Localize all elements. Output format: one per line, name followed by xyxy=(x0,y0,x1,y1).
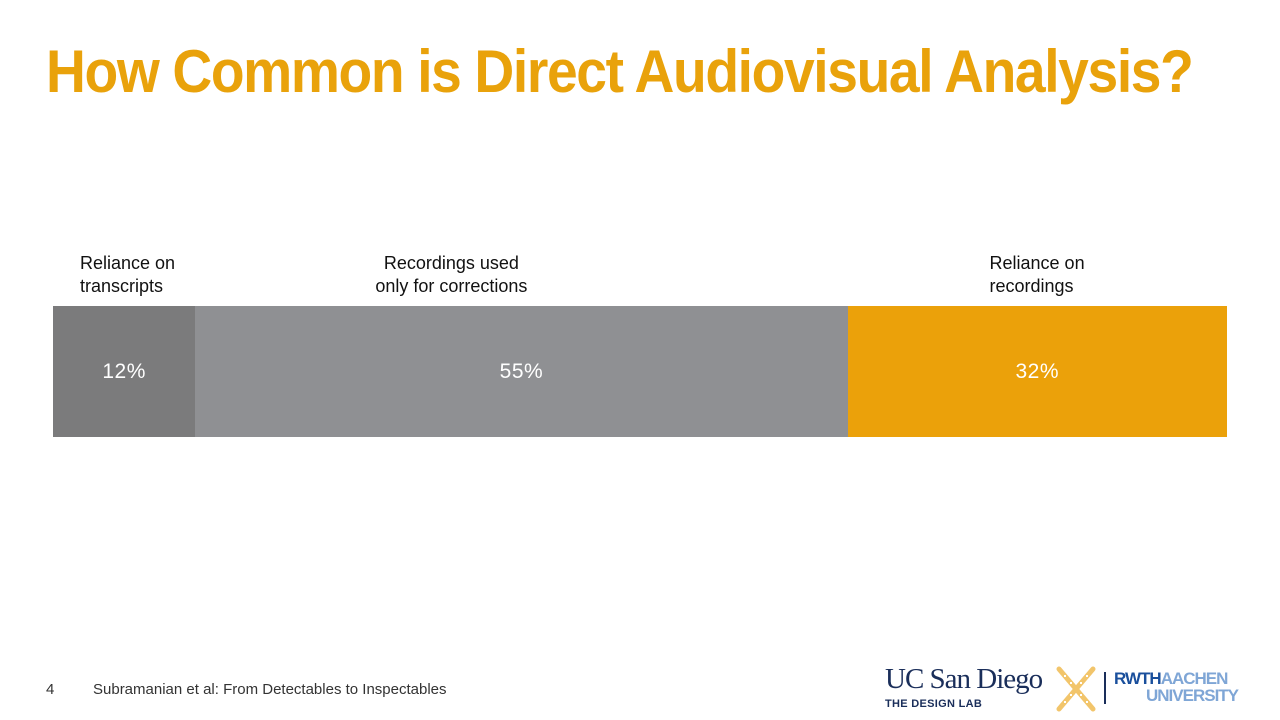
bar-area: 12% 55% 32% xyxy=(53,306,1227,437)
rwth-top-line: RWTHAACHEN xyxy=(1114,670,1238,687)
ucsd-subtitle: THE DESIGN LAB xyxy=(885,698,983,710)
category-label-line: transcripts xyxy=(80,276,164,296)
category-label-line: Reliance on xyxy=(989,253,1085,273)
category-label: Reliance on transcripts xyxy=(80,252,175,298)
rwth-university: UNIVERSITY xyxy=(1146,686,1239,705)
bar-value-label: 12% xyxy=(102,359,146,383)
category-label-line: Reliance on xyxy=(80,253,176,273)
category-label-line: only for corrections xyxy=(375,276,528,296)
rwth-aachen-logo: RWTHAACHEN UNIVERSITY xyxy=(1114,670,1239,705)
rwth-city: AACHEN xyxy=(1160,669,1229,688)
footer-citation: Subramanian et al: From Detectables to I… xyxy=(93,681,447,698)
page-number: 4 xyxy=(46,681,55,698)
ucsd-name: UC San Diego xyxy=(885,663,1043,695)
category-label-line: Recordings used xyxy=(383,253,519,273)
category-label: Reliance on recordings xyxy=(990,252,1085,298)
logo-divider xyxy=(1104,672,1106,704)
page-title: How Common is Direct Audiovisual Analysi… xyxy=(46,38,1194,105)
category-label: Recordings used only for corrections xyxy=(301,252,601,298)
category-label-line: recordings xyxy=(989,276,1074,296)
ucsd-design-lab-logo: UC San Diego THE DESIGN LAB xyxy=(885,663,1043,710)
bar-segment-3: 32% xyxy=(847,306,1227,437)
bar-segment-2: 55% xyxy=(195,306,848,437)
rwth-acronym: RWTH xyxy=(1114,669,1162,688)
bar-value-label: 32% xyxy=(1015,359,1060,383)
x-film-icon xyxy=(1055,666,1097,717)
bar-segment-1: 12% xyxy=(53,306,196,437)
bar-value-label: 55% xyxy=(499,359,544,383)
